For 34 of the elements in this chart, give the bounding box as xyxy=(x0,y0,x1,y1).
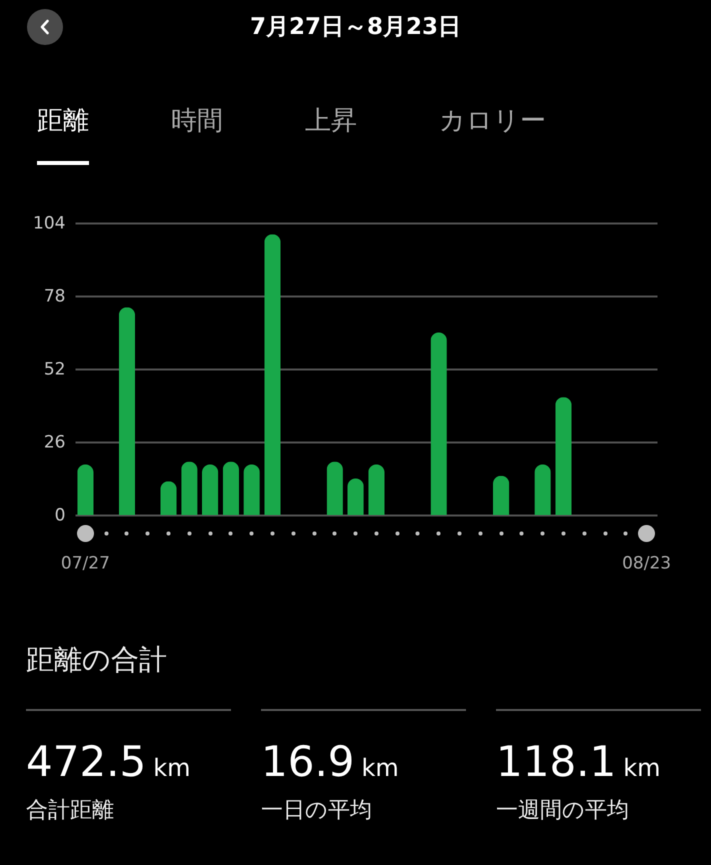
y-tick-label: 0 xyxy=(54,506,66,526)
bar xyxy=(160,481,177,515)
bar xyxy=(493,476,510,515)
text: 一週間の平均 xyxy=(496,797,629,825)
bar xyxy=(264,234,281,515)
y-tick-label: 52 xyxy=(44,360,66,380)
text: 上昇 xyxy=(305,105,357,138)
bar xyxy=(222,462,239,515)
text: 16.9 km xyxy=(261,737,399,786)
bar xyxy=(534,464,551,515)
bar xyxy=(555,397,572,515)
y-tick-label: 78 xyxy=(44,286,66,306)
text: 距離 xyxy=(37,105,89,138)
bar xyxy=(430,332,447,515)
text: 一日の平均 xyxy=(261,797,372,825)
y-tick-label: 26 xyxy=(44,432,66,452)
chart-title: 7月27日～8月23日 xyxy=(248,13,462,42)
bar xyxy=(326,462,343,515)
text: 時間 xyxy=(171,105,223,138)
text: 118.1 km xyxy=(496,737,661,786)
text: 距離の合計 xyxy=(26,642,167,678)
bar xyxy=(244,464,260,515)
bar xyxy=(181,462,198,515)
bar xyxy=(202,464,218,515)
text: 合計距離 xyxy=(26,797,114,825)
bar xyxy=(368,464,384,515)
x-tick-label: 07/27 xyxy=(60,554,110,574)
bar xyxy=(348,478,364,515)
bar xyxy=(77,464,94,515)
bar xyxy=(118,307,136,515)
y-tick-label: 104 xyxy=(33,214,66,234)
text: 472.5 km xyxy=(26,737,191,786)
x-tick-label: 08/23 xyxy=(622,554,672,574)
text: カロリー xyxy=(439,105,546,138)
